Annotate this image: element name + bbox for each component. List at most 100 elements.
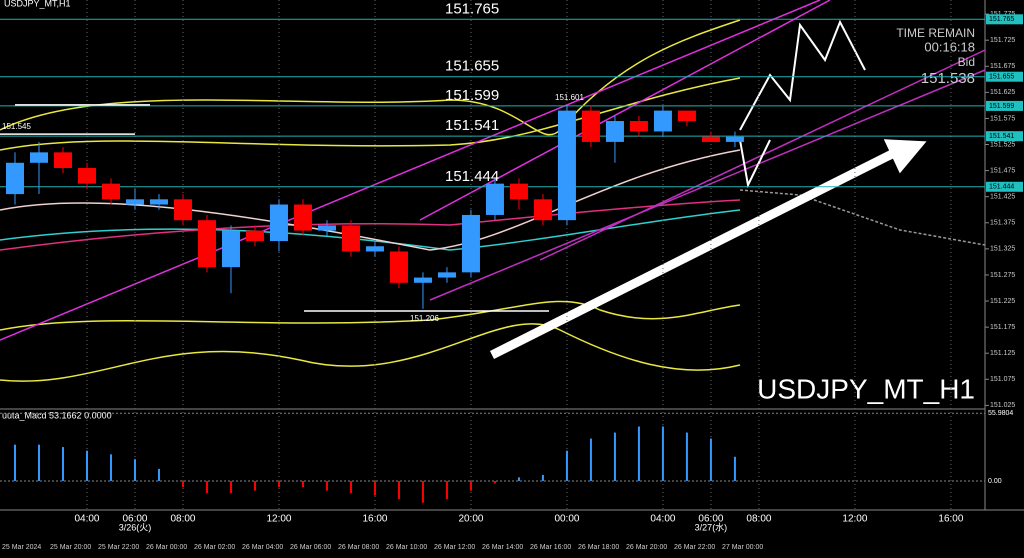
level-box-label: 151.599 xyxy=(989,103,1014,110)
macd-tick-label: 0.00 xyxy=(988,478,1002,485)
candle-body xyxy=(629,121,648,132)
x-tick-label: 04:00 xyxy=(650,514,675,525)
candle-body xyxy=(461,214,480,273)
macd-bar xyxy=(37,444,40,481)
chart-title: USDJPY_MT,H1 xyxy=(4,0,71,8)
candle-body xyxy=(581,110,600,142)
date-label: 25 Mar 20:00 xyxy=(50,544,91,551)
macd-bar xyxy=(61,447,64,481)
candle-body xyxy=(53,152,72,168)
y-tick-label: 151.225 xyxy=(990,298,1015,305)
level-box xyxy=(986,131,1023,142)
y-tick-label: 151.125 xyxy=(990,350,1015,357)
macd-bar xyxy=(733,456,736,481)
date-label: 26 Mar 16:00 xyxy=(530,544,571,551)
level-box xyxy=(986,100,1023,111)
date-label: 25 Mar 2024 xyxy=(2,544,41,551)
macd-tick-label: 55.9804 xyxy=(988,410,1013,417)
moving-average xyxy=(0,209,741,251)
macd-bar xyxy=(589,438,592,481)
macd-bar xyxy=(709,438,712,481)
macd-bar xyxy=(493,480,496,484)
macd-bar xyxy=(469,480,472,491)
macd-bar xyxy=(277,480,280,488)
macd-bar xyxy=(541,474,544,481)
macd-bar xyxy=(373,480,376,496)
macd-bar xyxy=(517,477,520,481)
day-label: 3/26(火) xyxy=(119,522,152,532)
candle-body xyxy=(413,277,432,283)
x-tick-label: 06:00 xyxy=(122,514,147,525)
candle-body xyxy=(149,199,168,205)
y-tick-label: 151.325 xyxy=(990,246,1015,253)
macd-bar xyxy=(421,480,424,503)
channel xyxy=(429,69,986,301)
y-tick-label: 151.075 xyxy=(990,376,1015,383)
candle-body xyxy=(605,121,624,142)
y-tick-label: 151.175 xyxy=(990,324,1015,331)
y-tick-label: 151.675 xyxy=(990,63,1015,70)
y-tick-label: 151.575 xyxy=(990,115,1015,122)
candle-body xyxy=(341,225,360,252)
macd-bar xyxy=(157,468,160,481)
macd-bar xyxy=(661,426,664,481)
channel xyxy=(0,0,821,341)
candle-body xyxy=(29,152,48,163)
level-box-label: 151.541 xyxy=(989,133,1014,140)
candle-body xyxy=(557,110,576,221)
date-label: 26 Mar 14:00 xyxy=(482,544,523,551)
macd-bar xyxy=(133,459,136,481)
price-note: 151.206 xyxy=(410,314,439,323)
x-tick-label: 00:00 xyxy=(554,514,579,525)
x-tick-label: 08:00 xyxy=(746,514,771,525)
level-label: 151.444 xyxy=(445,168,499,185)
bollinger-lower2 xyxy=(0,323,741,382)
date-label: 26 Mar 10:00 xyxy=(386,544,427,551)
candle-body xyxy=(389,251,408,283)
x-tick-label: 04:00 xyxy=(74,514,99,525)
date-label: 26 Mar 18:00 xyxy=(578,544,619,551)
date-label: 25 Mar 22:00 xyxy=(98,544,139,551)
macd-bar xyxy=(205,480,208,494)
watermark: USDJPY_MT_H1 xyxy=(757,373,975,404)
candle-body xyxy=(485,183,504,215)
y-tick-label: 151.625 xyxy=(990,89,1015,96)
candle-body xyxy=(725,136,744,142)
level-label: 151.765 xyxy=(445,0,499,17)
candle-body xyxy=(101,183,120,200)
bollinger-upper xyxy=(0,19,741,136)
date-label: 26 Mar 00:00 xyxy=(146,544,187,551)
level-label: 151.655 xyxy=(445,58,499,75)
level-box-label: 151.765 xyxy=(989,16,1014,23)
x-tick-label: 16:00 xyxy=(362,514,387,525)
y-tick-label: 151.375 xyxy=(990,220,1015,227)
candle-body xyxy=(365,246,384,252)
candle-body xyxy=(245,230,264,242)
macd-bar xyxy=(229,480,232,494)
trend-arrow xyxy=(489,145,903,360)
level-box xyxy=(986,14,1023,25)
time-remain: 00:16:18 xyxy=(924,39,975,54)
x-tick-label: 12:00 xyxy=(266,514,291,525)
y-tick-label: 151.525 xyxy=(990,141,1015,148)
date-label: 26 Mar 20:00 xyxy=(626,544,667,551)
y-tick-label: 151.725 xyxy=(990,37,1015,44)
macd-bar xyxy=(397,480,400,500)
macd-bar xyxy=(253,480,256,491)
candle-body xyxy=(317,225,336,231)
y-tick-label: 151.025 xyxy=(990,402,1015,409)
date-label: 26 Mar 08:00 xyxy=(338,544,379,551)
macd-bar xyxy=(613,432,616,481)
candle-body xyxy=(77,168,96,184)
candle-body xyxy=(677,110,696,122)
x-tick-label: 20:00 xyxy=(458,514,483,525)
macd-label: uuta_Macd 53.1662 0.0000 xyxy=(2,410,112,420)
day-label: 3/27(水) xyxy=(695,521,728,532)
level-box-label: 151.655 xyxy=(989,74,1014,81)
candle-body xyxy=(197,220,216,268)
level-label: 151.541 xyxy=(445,117,499,134)
macd-bar xyxy=(13,444,16,481)
macd-bar xyxy=(685,432,688,481)
date-label: 26 Mar 22:00 xyxy=(674,544,715,551)
